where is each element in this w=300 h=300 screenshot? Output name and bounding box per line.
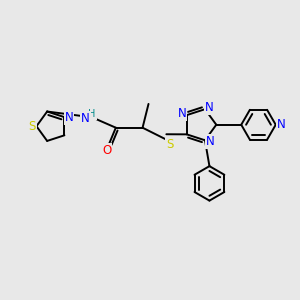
Text: O: O	[102, 144, 112, 158]
Text: H: H	[88, 109, 96, 119]
Text: N: N	[81, 112, 90, 125]
Text: N: N	[277, 118, 286, 131]
Text: N: N	[178, 107, 186, 120]
Text: N: N	[64, 111, 73, 124]
Text: S: S	[28, 120, 36, 133]
Text: S: S	[166, 138, 174, 152]
Text: N: N	[206, 135, 215, 148]
Text: N: N	[206, 101, 214, 114]
